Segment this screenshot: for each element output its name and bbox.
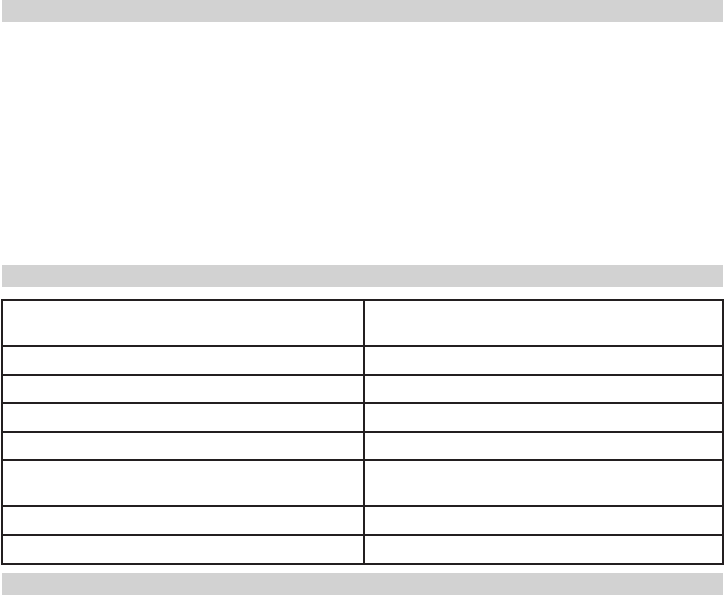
table-cell <box>1 505 365 536</box>
table-cell <box>1 459 365 507</box>
table-row <box>1 374 724 404</box>
section-header-bar-3 <box>2 573 723 595</box>
table-cell <box>363 374 724 404</box>
table-cell <box>1 402 365 433</box>
table-cell <box>363 345 724 376</box>
table-cell <box>1 299 365 347</box>
table-row <box>1 299 724 347</box>
section-header-bar-1 <box>2 0 723 22</box>
table-cell <box>363 459 724 507</box>
section-header-bar-2 <box>2 265 723 287</box>
table-cell <box>1 374 365 404</box>
table-cell <box>363 505 724 536</box>
table-row <box>1 505 724 536</box>
table-row <box>1 345 724 376</box>
data-table <box>1 299 724 565</box>
table-cell <box>363 299 724 347</box>
table-cell <box>1 431 365 461</box>
table-cell <box>1 345 365 376</box>
table-row <box>1 431 724 461</box>
table-row <box>1 459 724 507</box>
table-row <box>1 402 724 433</box>
table-cell <box>1 534 365 565</box>
table-cell <box>363 534 724 565</box>
table-row <box>1 534 724 565</box>
table-cell <box>363 402 724 433</box>
table-cell <box>363 431 724 461</box>
